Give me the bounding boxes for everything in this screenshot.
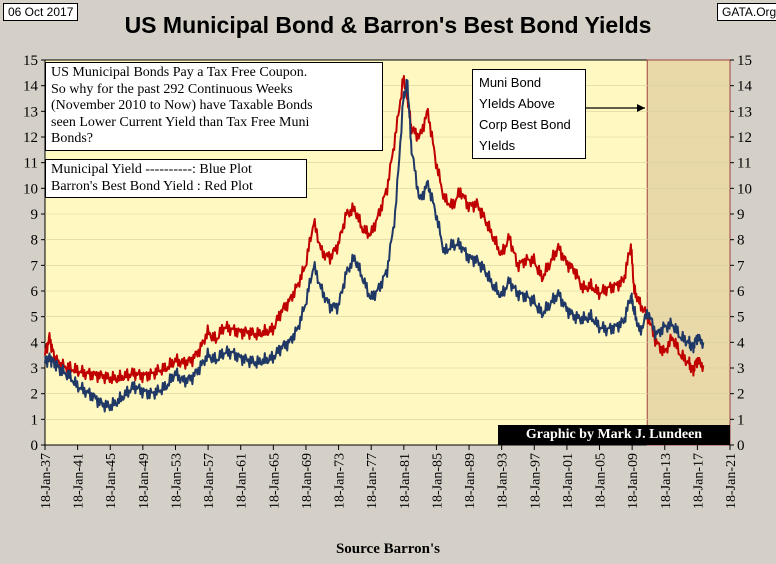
x-tick-label: 18-Jan-41 — [72, 453, 87, 509]
y-tick-label-right: 4 — [737, 335, 745, 351]
note-line: seen Lower Current Yield than Tax Free M… — [51, 114, 310, 130]
y-tick-label-right: 9 — [737, 207, 745, 223]
y-tick-label-left: 15 — [23, 53, 38, 69]
x-tick-label: 18-Jan-65 — [267, 453, 282, 509]
x-tick-label: 18-Jan-77 — [365, 453, 380, 509]
x-tick-label: 18-Jan-97 — [528, 453, 543, 509]
chart-title: US Municipal Bond & Barron's Best Bond Y… — [124, 12, 652, 38]
y-tick-label-left: 10 — [23, 181, 38, 197]
y-tick-label-right: 7 — [737, 258, 745, 274]
y-tick-label-left: 4 — [31, 335, 39, 351]
y-tick-label-left: 7 — [31, 258, 39, 274]
tax-free-question-note: US Municipal Bonds Pay a Tax Free Coupon… — [45, 62, 383, 151]
x-tick-label: 18-Jan-69 — [300, 453, 315, 509]
y-tick-label-right: 0 — [737, 438, 745, 454]
x-tick-label: 18-Jan-13 — [659, 453, 674, 509]
muni-above-note: Muni Bond YIelds Above Corp Best Bond YI… — [472, 69, 586, 159]
date-label: 06 Oct 2017 — [3, 3, 79, 21]
note-line: So why for the past 292 Continuous Weeks — [51, 81, 293, 97]
note-line: Muni Bond — [479, 75, 542, 90]
note-line: YIelds — [479, 138, 516, 153]
x-tick-label: 18-Jan-17 — [691, 453, 706, 509]
x-tick-label: 18-Jan-61 — [235, 453, 250, 509]
y-tick-label-right: 15 — [737, 53, 752, 69]
series-line-municipal-yield — [44, 78, 705, 413]
y-tick-label-right: 13 — [737, 104, 752, 120]
y-tick-label-left: 0 — [31, 438, 39, 454]
x-tick-label: 18-Jan-05 — [594, 453, 609, 509]
x-tick-label: 18-Jan-89 — [463, 453, 478, 509]
credit-label: Graphic by Mark J. Lundeen — [498, 425, 730, 445]
y-tick-label-right: 1 — [737, 412, 745, 428]
x-tick-label: 18-Jan-81 — [398, 453, 413, 509]
y-tick-label-right: 2 — [737, 387, 745, 403]
x-tick-label: 18-Jan-21 — [724, 453, 739, 509]
x-tick-label: 18-Jan-85 — [430, 453, 445, 509]
note-line: US Municipal Bonds Pay a Tax Free Coupon… — [51, 65, 308, 80]
y-tick-label-right: 3 — [737, 361, 745, 377]
x-tick-label: 18-Jan-01 — [561, 453, 576, 509]
legend-entry-best: Barron's Best Bond Yield : Red Plot — [51, 178, 253, 194]
y-tick-label-left: 9 — [31, 207, 39, 223]
y-tick-label-right: 12 — [737, 130, 752, 146]
x-tick-label: 18-Jan-57 — [202, 453, 217, 509]
y-tick-label-left: 5 — [31, 310, 39, 326]
y-tick-label-left: 1 — [31, 412, 39, 428]
y-tick-label-left: 13 — [23, 104, 38, 120]
note-line: YIelds Above — [479, 96, 555, 111]
y-tick-label-left: 14 — [23, 79, 39, 95]
x-tick-label: 18-Jan-53 — [169, 453, 184, 509]
note-line: Corp Best Bond — [479, 117, 571, 132]
y-tick-label-left: 3 — [31, 361, 39, 377]
y-tick-label-right: 14 — [737, 79, 753, 95]
note-line: (November 2010 to Now) have Taxable Bond… — [51, 98, 313, 113]
y-tick-label-right: 5 — [737, 310, 745, 326]
x-tick-label: 18-Jan-73 — [333, 453, 348, 509]
site-label: GATA.Org — [717, 3, 776, 21]
arrow-annotation — [580, 104, 645, 112]
y-tick-label-right: 11 — [737, 156, 751, 172]
y-tick-label-left: 12 — [23, 130, 38, 146]
x-tick-label: 18-Jan-49 — [137, 453, 152, 509]
series-line-barron-s-best-bond-yield — [44, 75, 705, 385]
y-tick-label-left: 11 — [24, 156, 38, 172]
legend-note: Municipal Yield ----------: Blue Plot Ba… — [45, 159, 307, 198]
note-line: Bonds? — [51, 131, 93, 146]
source-label: Source Barron's — [335, 541, 441, 557]
y-tick-label-left: 8 — [31, 233, 39, 249]
x-tick-label: 18-Jan-09 — [626, 453, 641, 509]
series-group — [44, 75, 705, 413]
y-tick-label-right: 10 — [737, 181, 752, 197]
legend-entry-muni: Municipal Yield ----------: Blue Plot — [51, 162, 252, 177]
x-tick-label: 18-Jan-93 — [496, 453, 511, 509]
y-tick-label-left: 2 — [31, 387, 39, 403]
y-tick-label-left: 6 — [31, 284, 39, 300]
shaded-region — [646, 59, 731, 446]
y-tick-label-right: 8 — [737, 233, 745, 249]
x-tick-label: 18-Jan-45 — [104, 453, 119, 509]
x-tick-label: 18-Jan-37 — [39, 453, 54, 509]
y-tick-label-right: 6 — [737, 284, 745, 300]
